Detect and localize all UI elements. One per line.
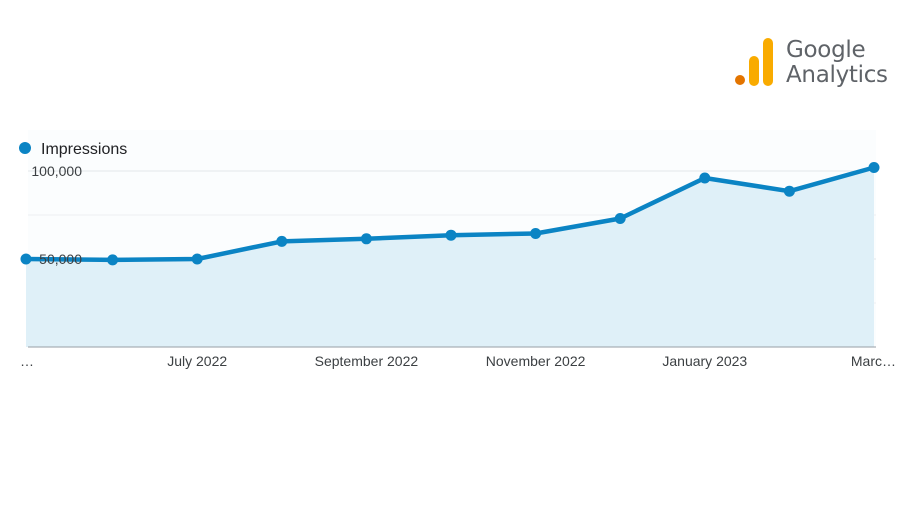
logo-word-google: Google	[786, 37, 866, 63]
x-tick-label: Marc…	[851, 353, 896, 369]
data-point-2022-11[interactable]	[530, 228, 542, 239]
data-point-2022-12[interactable]	[614, 213, 626, 224]
logo-bar-tall	[763, 38, 773, 86]
legend-label-impressions: Impressions	[41, 141, 127, 158]
x-tick-label: July 2022	[167, 353, 227, 369]
analytics-bars-icon	[735, 38, 773, 86]
data-point-2023-02[interactable]	[783, 185, 795, 197]
data-point-2022-06[interactable]	[107, 254, 119, 266]
x-tick-label: …	[20, 353, 34, 369]
logo-wordmark: Google Analytics	[786, 38, 888, 88]
data-point-2022-09[interactable]	[360, 233, 372, 245]
x-tick-labels: … July 2022 September 2022 November 2022 Jan…	[20, 353, 896, 369]
area-layer	[26, 167, 874, 347]
data-point-2022-05[interactable]	[20, 253, 32, 265]
x-tick-label: January 2023	[662, 353, 747, 369]
data-point-2022-08[interactable]	[276, 235, 288, 247]
y-tick-labels: 100,000 50,000	[31, 163, 82, 267]
legend[interactable]: Impressions	[19, 141, 127, 158]
logo-word-analytics: Analytics	[786, 62, 888, 88]
data-point-2022-07[interactable]	[191, 253, 203, 265]
y-tick-label: 100,000	[31, 163, 82, 179]
logo-dot	[735, 75, 745, 85]
x-tick-label: November 2022	[486, 353, 586, 369]
x-tick-label: September 2022	[315, 353, 419, 369]
logo-bar-mid	[749, 56, 759, 86]
y-tick-label: 50,000	[39, 251, 82, 267]
points-layer	[20, 162, 880, 266]
data-point-2022-10[interactable]	[445, 229, 457, 241]
legend-swatch-impressions	[19, 142, 31, 154]
google-analytics-logo: Google Analytics	[734, 36, 888, 90]
data-point-2023-03[interactable]	[868, 162, 880, 173]
series-area-impressions	[26, 167, 874, 347]
data-point-2023-01[interactable]	[699, 172, 711, 184]
